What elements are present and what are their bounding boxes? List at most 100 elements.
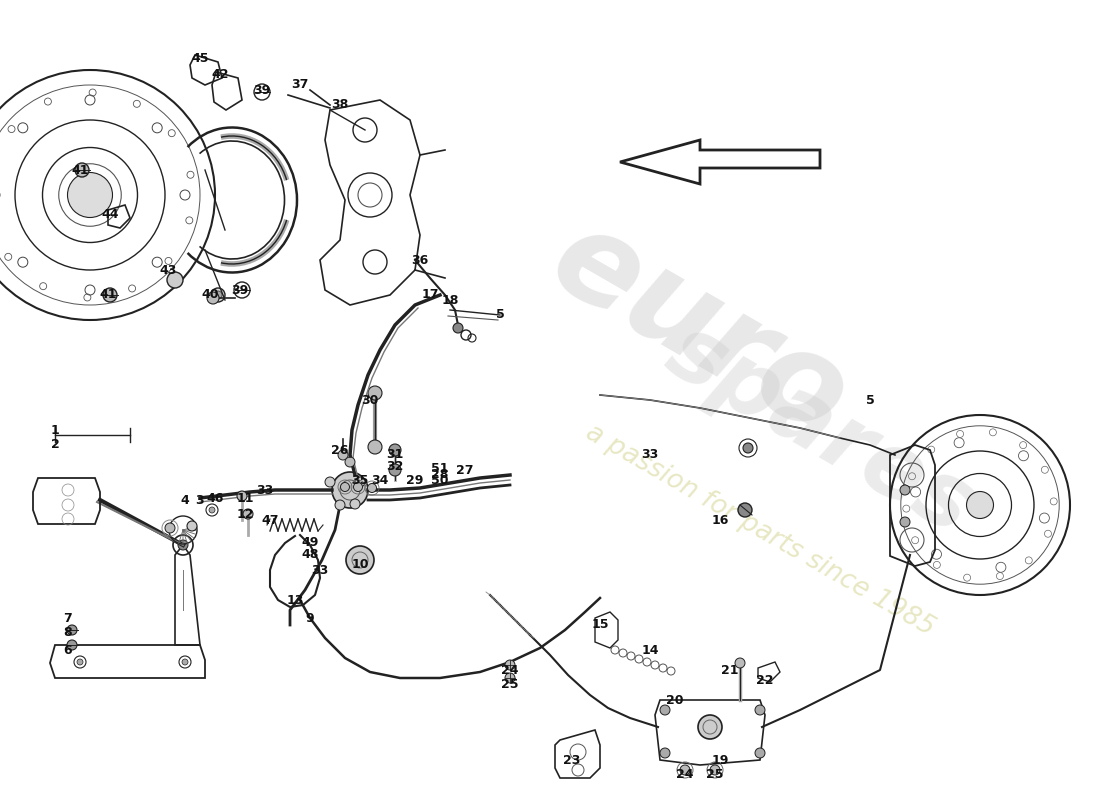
Text: 15: 15	[592, 618, 608, 631]
Circle shape	[341, 482, 350, 491]
Text: 4: 4	[180, 494, 189, 506]
Circle shape	[368, 386, 382, 400]
Text: 45: 45	[191, 51, 209, 65]
Text: 43: 43	[160, 263, 177, 277]
Circle shape	[660, 705, 670, 715]
Circle shape	[336, 500, 345, 510]
Circle shape	[214, 291, 222, 299]
Text: 29: 29	[406, 474, 424, 486]
Text: 22: 22	[757, 674, 773, 686]
Circle shape	[324, 477, 336, 487]
Circle shape	[755, 705, 764, 715]
Circle shape	[353, 482, 363, 491]
Text: 7: 7	[64, 611, 73, 625]
Circle shape	[453, 323, 463, 333]
Text: 39: 39	[253, 83, 271, 97]
Circle shape	[67, 625, 77, 635]
Text: 32: 32	[386, 461, 404, 474]
Text: 37: 37	[292, 78, 309, 91]
Circle shape	[755, 748, 764, 758]
Text: 46: 46	[207, 491, 223, 505]
Text: 31: 31	[386, 449, 404, 462]
Circle shape	[742, 443, 754, 453]
Text: 34: 34	[372, 474, 388, 486]
Text: 30: 30	[361, 394, 378, 406]
Circle shape	[207, 292, 219, 304]
Text: 33: 33	[641, 449, 659, 462]
Circle shape	[710, 765, 720, 775]
Text: 13: 13	[286, 594, 304, 606]
Text: 1: 1	[51, 423, 59, 437]
Text: 48: 48	[301, 549, 319, 562]
Text: 24: 24	[676, 769, 694, 782]
Text: 17: 17	[421, 289, 439, 302]
Text: 40: 40	[201, 289, 219, 302]
Text: 2: 2	[51, 438, 59, 451]
Circle shape	[698, 715, 722, 739]
Text: spares: spares	[651, 307, 989, 553]
Text: 38: 38	[331, 98, 349, 111]
Text: 26: 26	[331, 443, 349, 457]
Text: 23: 23	[563, 754, 581, 766]
Text: 3: 3	[196, 494, 205, 506]
Circle shape	[187, 521, 197, 531]
Circle shape	[75, 163, 89, 177]
Circle shape	[178, 540, 188, 550]
Text: 11: 11	[236, 491, 254, 505]
Text: 5: 5	[496, 309, 505, 322]
Text: 39: 39	[231, 283, 249, 297]
Polygon shape	[620, 140, 820, 184]
Circle shape	[368, 440, 382, 454]
Circle shape	[367, 483, 376, 493]
Circle shape	[967, 491, 993, 518]
Text: 47: 47	[262, 514, 278, 526]
Circle shape	[67, 640, 77, 650]
Circle shape	[900, 485, 910, 495]
Circle shape	[389, 464, 402, 476]
Circle shape	[346, 546, 374, 574]
Circle shape	[103, 288, 117, 302]
Text: 9: 9	[306, 611, 315, 625]
Circle shape	[735, 658, 745, 668]
Text: 25: 25	[706, 769, 724, 782]
Text: 42: 42	[211, 69, 229, 82]
Circle shape	[211, 288, 226, 302]
Circle shape	[900, 517, 910, 527]
Text: euro: euro	[530, 198, 869, 462]
Circle shape	[350, 499, 360, 509]
Text: 51: 51	[431, 462, 449, 474]
Circle shape	[338, 450, 348, 460]
Text: 41: 41	[72, 163, 89, 177]
Text: 49: 49	[301, 537, 319, 550]
Circle shape	[165, 523, 175, 533]
Circle shape	[505, 660, 515, 670]
Circle shape	[389, 444, 402, 456]
Text: 24: 24	[502, 663, 519, 677]
Text: 44: 44	[101, 209, 119, 222]
Text: 28: 28	[431, 469, 449, 482]
Text: 12: 12	[236, 509, 254, 522]
Text: 5: 5	[866, 394, 874, 406]
Circle shape	[77, 659, 82, 665]
Circle shape	[236, 491, 248, 501]
Text: 27: 27	[456, 463, 474, 477]
Text: 14: 14	[641, 643, 659, 657]
Text: 41: 41	[99, 289, 117, 302]
Text: 35: 35	[351, 474, 369, 486]
Circle shape	[660, 748, 670, 758]
Circle shape	[243, 509, 253, 519]
Text: 36: 36	[411, 254, 429, 266]
Text: 8: 8	[64, 626, 73, 638]
Text: 19: 19	[712, 754, 728, 766]
Text: 20: 20	[667, 694, 684, 706]
Text: 33: 33	[311, 563, 329, 577]
Circle shape	[738, 503, 752, 517]
Circle shape	[67, 173, 112, 218]
Circle shape	[167, 272, 183, 288]
Text: 25: 25	[502, 678, 519, 691]
Circle shape	[355, 477, 365, 487]
Text: 50: 50	[431, 474, 449, 486]
Circle shape	[505, 673, 515, 683]
Text: 21: 21	[722, 663, 739, 677]
Circle shape	[345, 457, 355, 467]
